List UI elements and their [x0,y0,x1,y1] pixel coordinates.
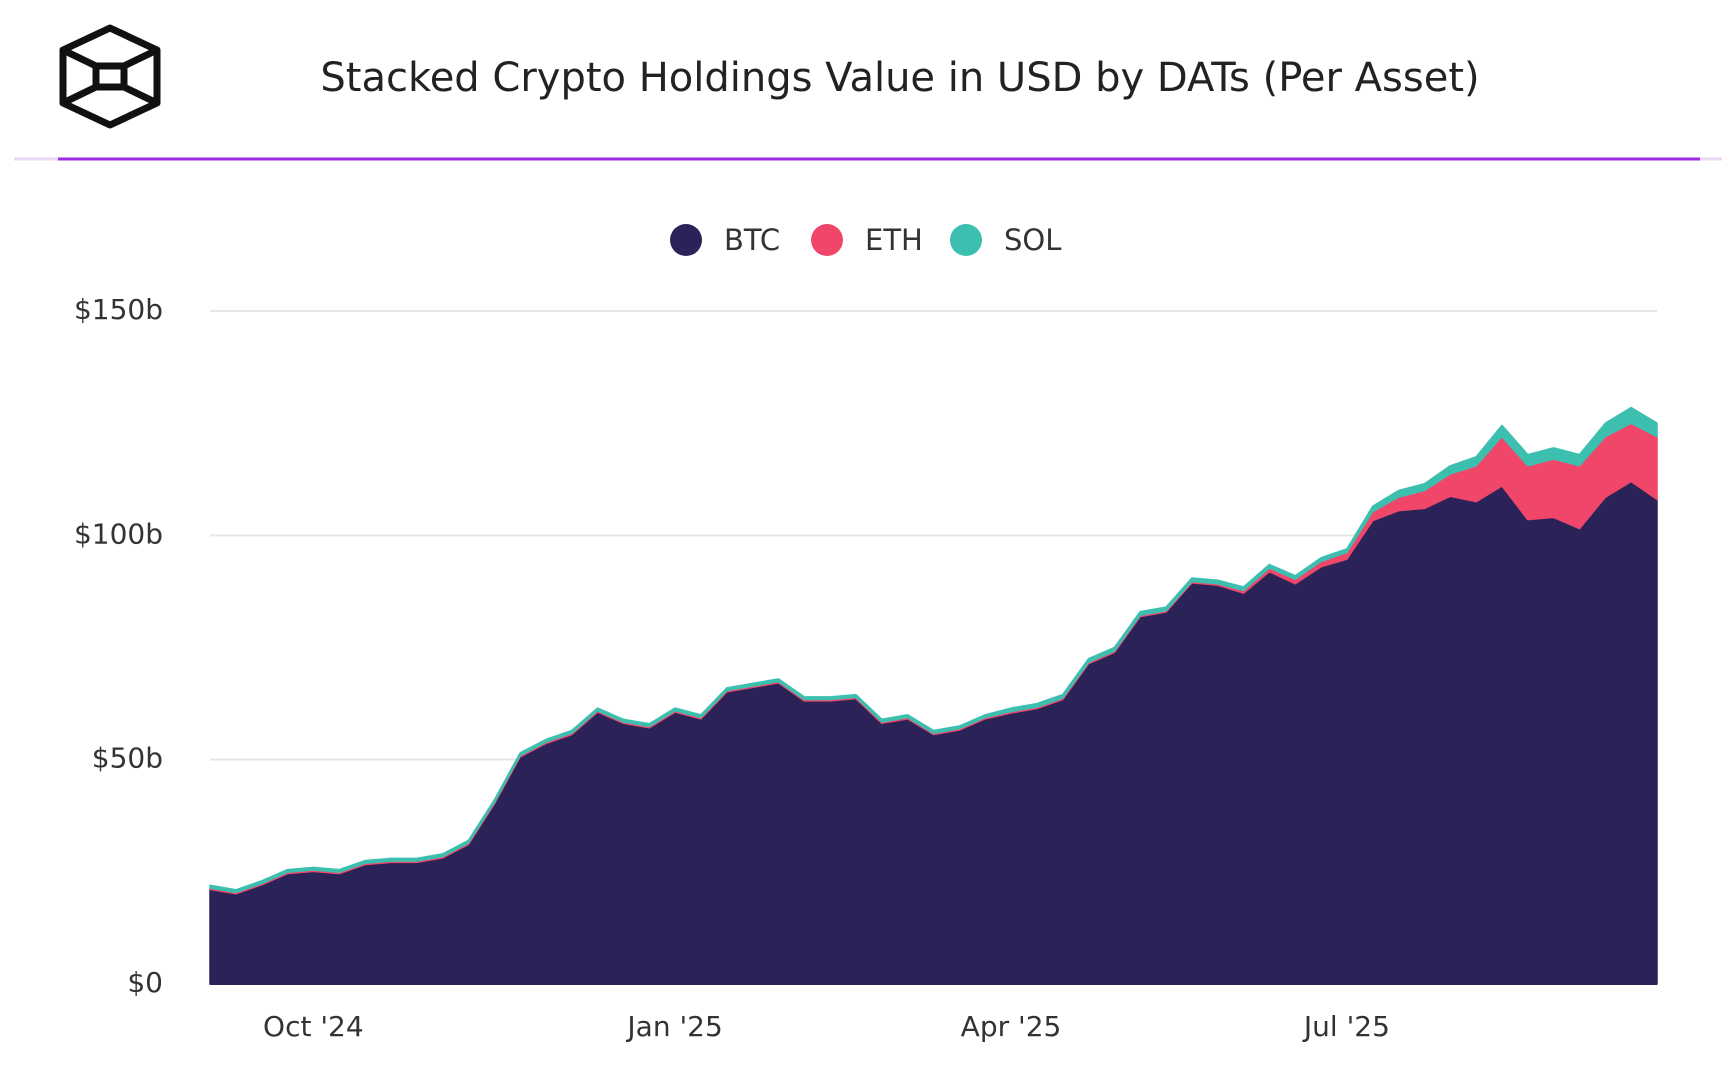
legend-swatch [950,224,982,256]
legend-swatch [670,224,702,256]
chart-title: Stacked Crypto Holdings Value in USD by … [320,55,1479,101]
x-tick-label: Jan '25 [625,1010,722,1043]
area-sol [209,406,1658,894]
legend-label: ETH [865,223,923,257]
logo-core [92,62,128,91]
x-tick-label: Jul '25 [1302,1010,1390,1043]
logo-hex [59,24,161,129]
y-tick-label: $100b [74,517,163,550]
logo [59,24,161,129]
x-tick-label: Apr '25 [961,1010,1062,1043]
x-tick-label: Oct '24 [263,1010,364,1043]
y-tick-label: $150b [74,293,163,326]
legend-label: SOL [1004,223,1061,257]
legend: BTC ETH SOL [670,223,1061,257]
legend-label: BTC [724,223,780,257]
legend-swatch [811,224,843,256]
y-tick-label: $0 [127,966,163,999]
y-tick-label: $50b [92,742,163,775]
